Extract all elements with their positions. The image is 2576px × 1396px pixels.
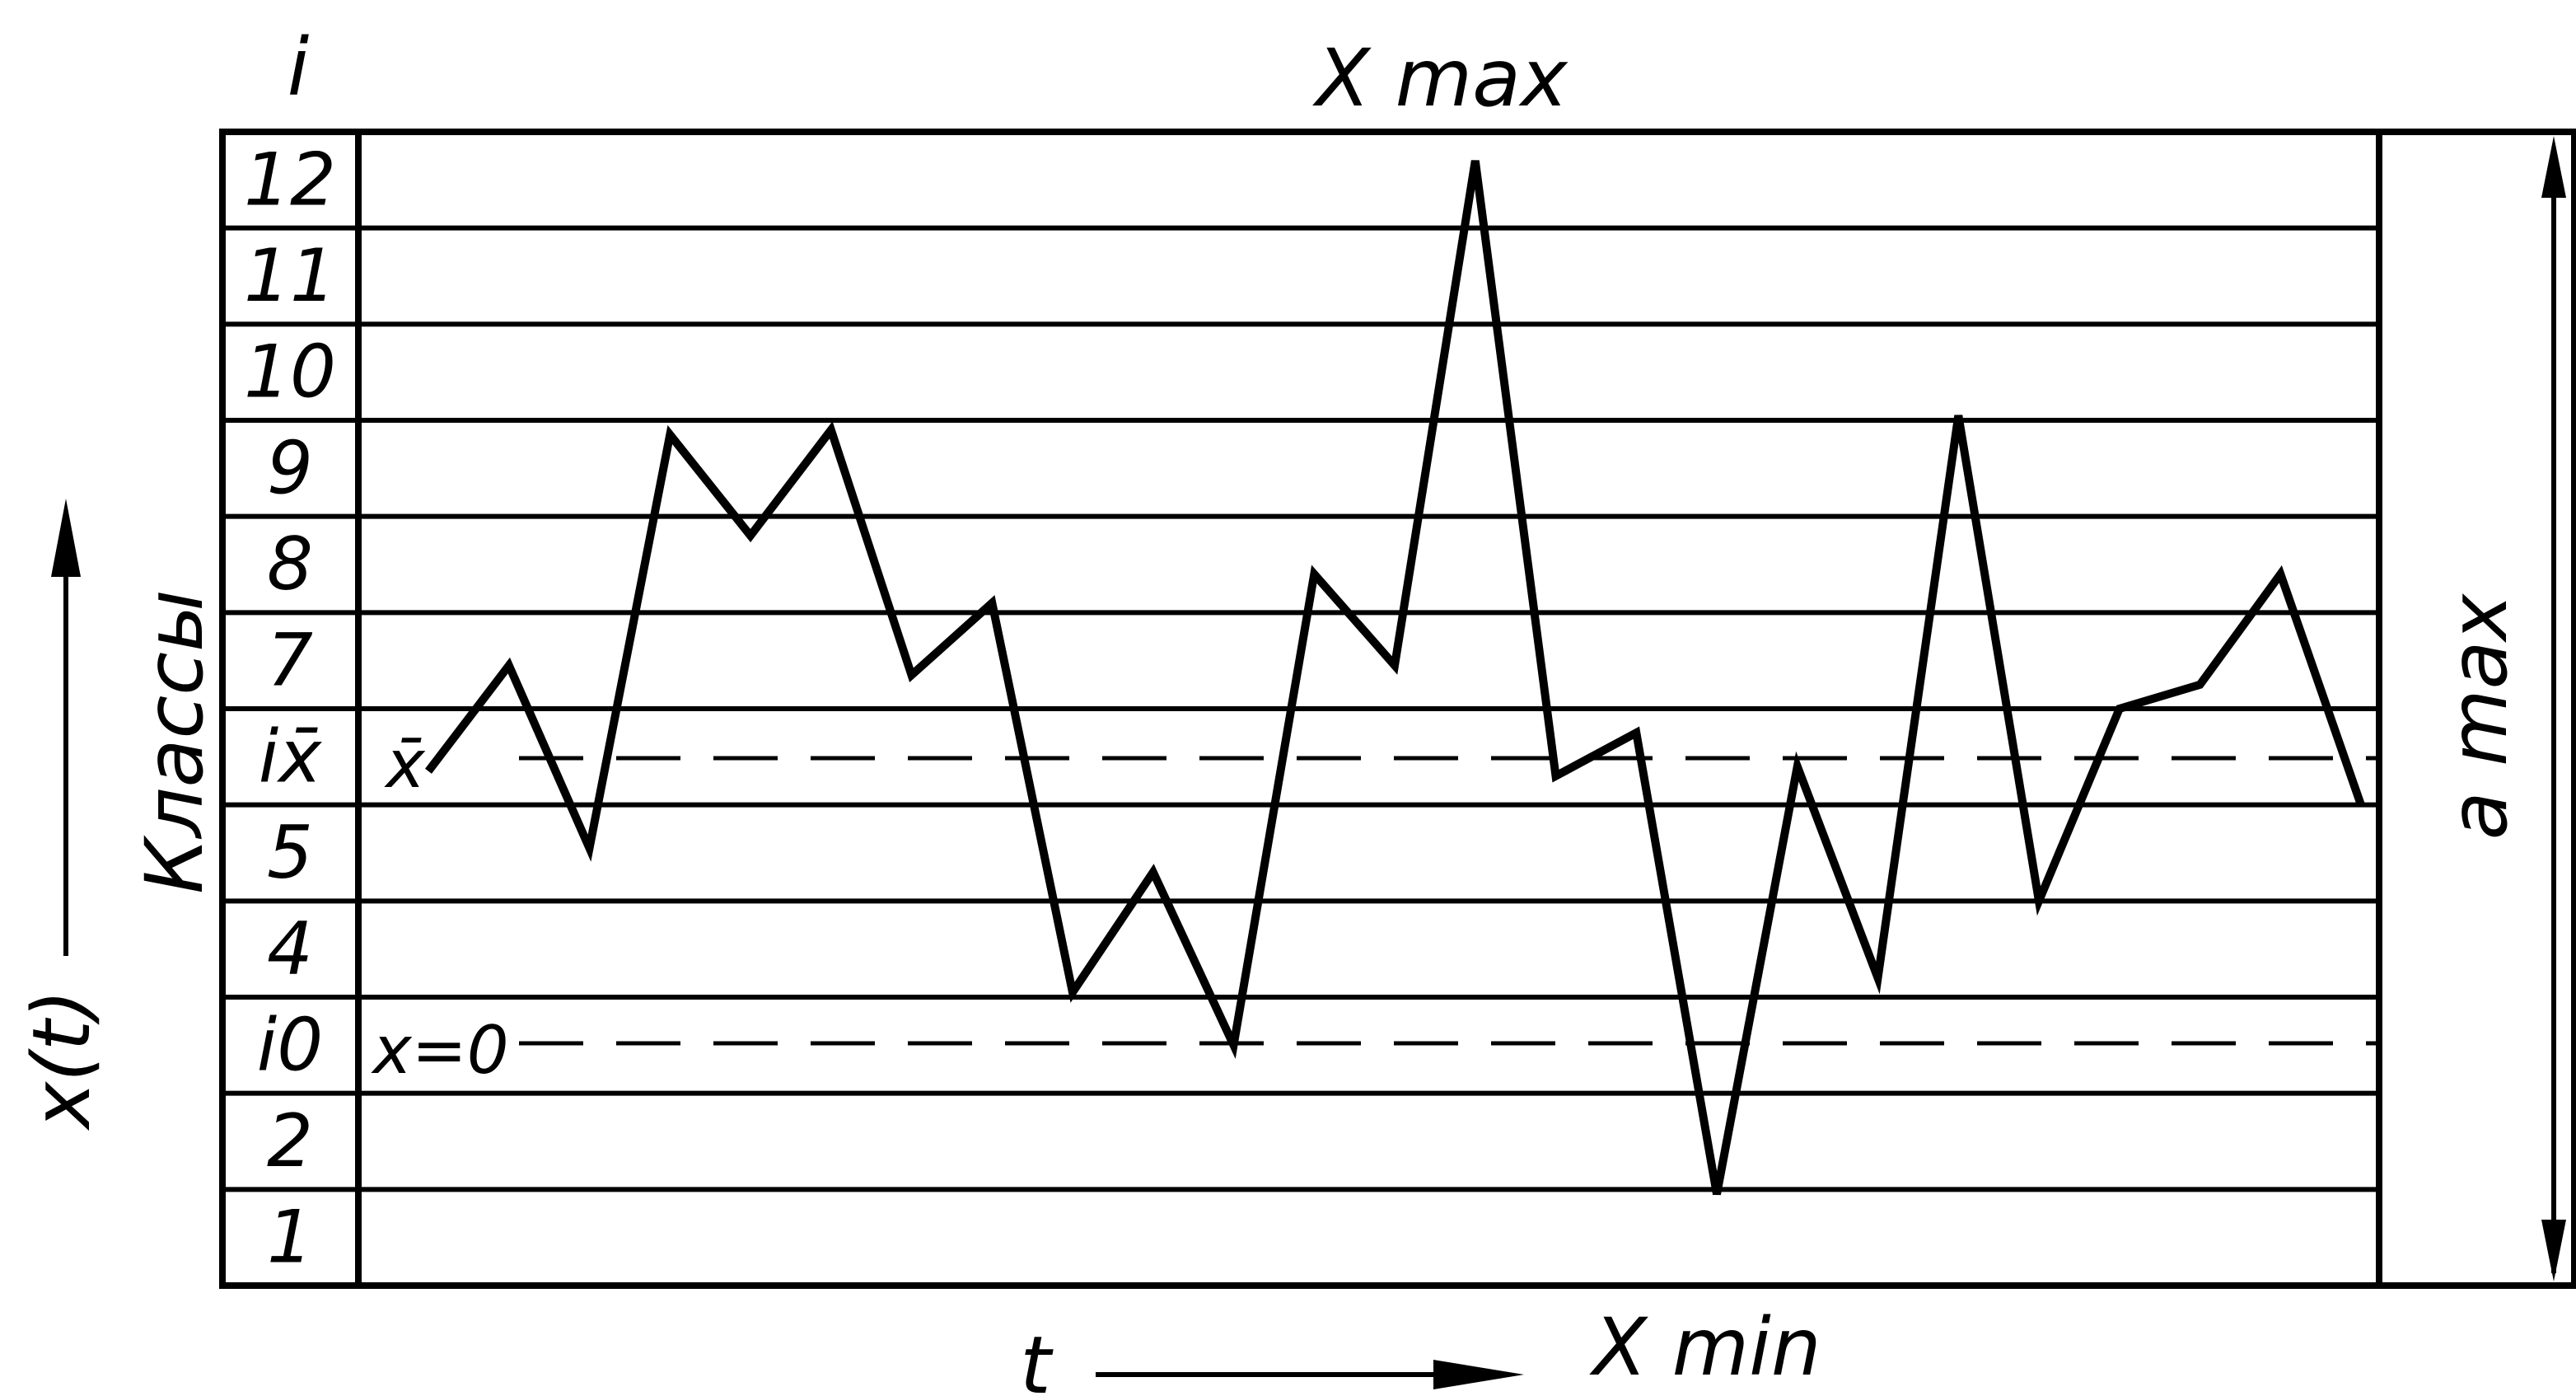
class-label: 9 (267, 425, 313, 510)
class-label: 1 (267, 1195, 313, 1280)
class-label: 10 (244, 330, 336, 415)
signal-axis-arrow-head (51, 499, 81, 577)
class-label: 7 (267, 618, 313, 703)
class-label: 2 (267, 1099, 313, 1183)
xmin-label: X min (1588, 1301, 1821, 1394)
amax-label: a max (2433, 593, 2525, 841)
signal-axis-label: x(t) (16, 989, 108, 1131)
mean-line-label: x̄ (383, 726, 426, 803)
amax-arrow-head-top (2541, 136, 2566, 198)
classes-label: Классы (129, 589, 221, 894)
signal-trace (425, 160, 2365, 1196)
time-axis-label: t (1020, 1319, 1054, 1396)
column-header: i (288, 21, 310, 114)
class-label: 12 (244, 137, 336, 222)
time-axis-arrow-head (1433, 1360, 1524, 1389)
class-label: ix̄ (259, 714, 322, 799)
zero-line-label: x=0 (370, 1012, 508, 1089)
class-label: 8 (267, 522, 313, 607)
xmax-label: X max (1311, 32, 1569, 124)
class-label: 11 (244, 233, 336, 318)
amax-arrow-head-bottom (2541, 1220, 2566, 1281)
class-label: 5 (267, 810, 313, 895)
class-label: 4 (267, 906, 313, 991)
class-label: i0 (257, 1002, 323, 1087)
